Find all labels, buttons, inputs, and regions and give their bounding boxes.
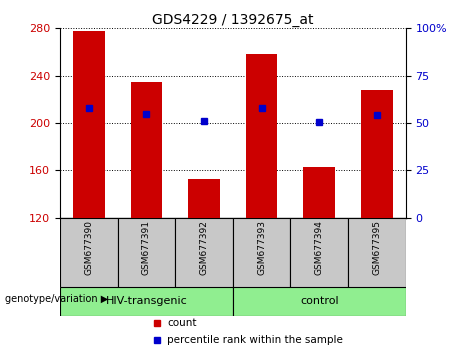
Bar <box>233 287 406 316</box>
Bar <box>361 90 393 218</box>
Bar <box>246 55 278 218</box>
Text: HIV-transgenic: HIV-transgenic <box>106 296 187 306</box>
Text: GSM677393: GSM677393 <box>257 220 266 275</box>
Bar <box>60 287 233 316</box>
Bar <box>130 82 162 218</box>
Text: GSM677392: GSM677392 <box>200 220 208 275</box>
Text: control: control <box>300 296 338 306</box>
Text: GSM677394: GSM677394 <box>315 220 324 275</box>
Text: genotype/variation ▶: genotype/variation ▶ <box>5 294 108 304</box>
Title: GDS4229 / 1392675_at: GDS4229 / 1392675_at <box>152 13 313 27</box>
Text: count: count <box>167 318 196 328</box>
Text: GSM677395: GSM677395 <box>372 220 381 275</box>
Bar <box>303 167 335 218</box>
Bar <box>348 218 406 287</box>
Bar <box>233 218 290 287</box>
Text: percentile rank within the sample: percentile rank within the sample <box>167 335 343 345</box>
Bar <box>188 179 220 218</box>
Bar <box>60 218 118 287</box>
Text: GSM677391: GSM677391 <box>142 220 151 275</box>
Bar <box>73 31 105 218</box>
Bar <box>118 218 175 287</box>
Text: GSM677390: GSM677390 <box>84 220 93 275</box>
Bar <box>290 218 348 287</box>
Bar <box>175 218 233 287</box>
